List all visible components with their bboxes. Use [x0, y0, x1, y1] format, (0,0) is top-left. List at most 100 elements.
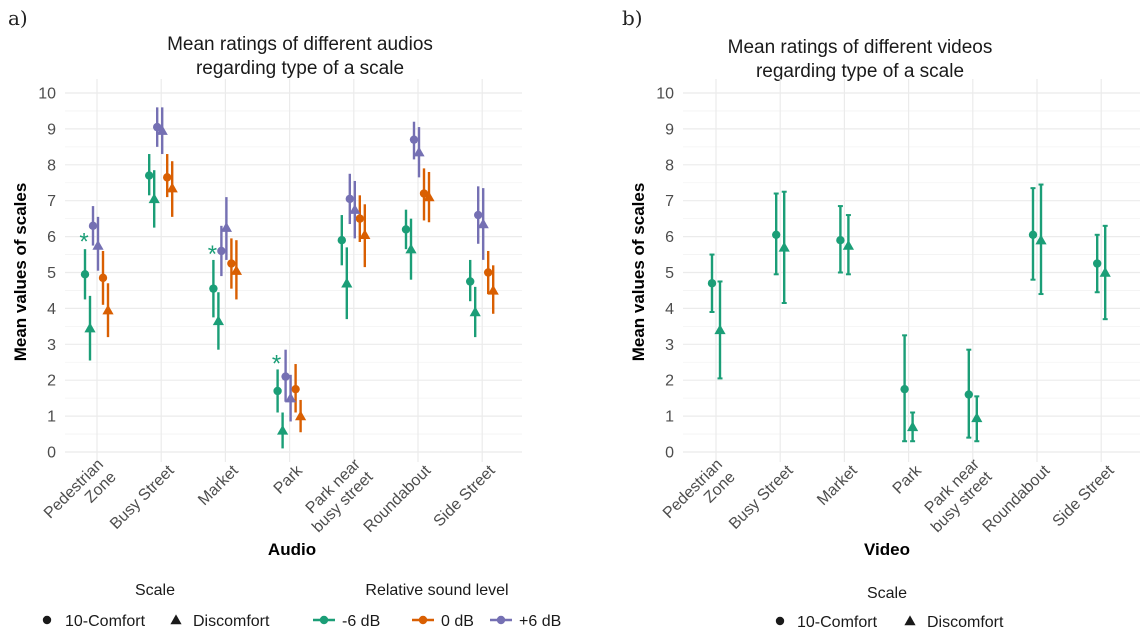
- chart-b-point-comfort: [707, 279, 717, 288]
- chart-a-point-comfort: [345, 194, 354, 204]
- chart-a-point-comfort: [273, 386, 282, 396]
- chart-b-x-tick-label-line: Side Street: [1050, 462, 1118, 530]
- chart-a-x-tick-label: Roundabout: [361, 462, 435, 536]
- chart-a-legend-discomfort-label: Discomfort: [193, 613, 270, 630]
- chart-b-point-discomfort: [714, 324, 726, 335]
- chart-b-point-comfort: [1028, 230, 1038, 240]
- chart-a-x-tick-label: Side Street: [431, 462, 499, 530]
- chart-a-title-line1: Mean ratings of different audios: [167, 34, 433, 55]
- chart-a-x-axis-title: Audio: [268, 540, 316, 559]
- chart-a-point-comfort: [281, 372, 290, 381]
- chart-a-title-line2: regarding type of a scale: [195, 58, 405, 79]
- chart-a-significance-marker: *: [272, 351, 281, 378]
- chart-a-legend-level-label: 0 dB: [441, 613, 474, 630]
- chart-a-y-tick-label: 0: [47, 445, 56, 462]
- chart-b-y-tick-label: 10: [656, 86, 674, 103]
- chart-b-x-tick-label: Busy Street: [726, 462, 797, 533]
- chart-a-legend-scale-title: Scale: [135, 582, 175, 599]
- chart-b-point-comfort: [900, 384, 909, 394]
- chart-a-point-comfort: [88, 221, 98, 231]
- chart-b-x-tick-label-line: Busy Street: [726, 462, 797, 533]
- chart-a-y-tick-label: 6: [47, 229, 56, 246]
- chart-a-legend-level-swatch-dot: [418, 615, 428, 625]
- chart-a-y-tick-label: 5: [47, 265, 56, 282]
- chart-b-title-line2: regarding type of a scale: [755, 61, 965, 82]
- chart-a-y-tick-label: 8: [47, 157, 56, 174]
- chart-a-y-tick-label: 3: [47, 337, 56, 354]
- chart-a-y-tick-label: 4: [47, 301, 56, 318]
- chart-a-y-tick-label: 9: [47, 121, 56, 138]
- chart-a-legend-level-label: +6 dB: [519, 613, 561, 630]
- chart-a-point-discomfort: [359, 229, 371, 240]
- chart-b-title-line1: Mean ratings of different videos: [727, 37, 993, 58]
- chart-b-point-discomfort: [907, 421, 919, 432]
- chart-a-point-discomfort: [230, 265, 242, 275]
- chart-a-x-tick-label-line: Side Street: [431, 462, 499, 530]
- chart-b-y-tick-label: 6: [665, 229, 674, 246]
- panel-label-b: b): [622, 6, 643, 30]
- chart-b-y-axis-title: Mean values of scales: [629, 183, 648, 362]
- chart-b-title: Mean ratings of different videos regardi…: [670, 36, 1050, 84]
- chart-a-legend-comfort-symbol: [42, 615, 52, 625]
- chart-b-x-tick-label: Park: [890, 462, 926, 498]
- chart-a-point-comfort: [153, 122, 162, 132]
- chart-b-point-discomfort: [1099, 266, 1111, 277]
- chart-b-point-comfort: [964, 390, 973, 399]
- chart-b-y-tick-label: 0: [665, 445, 674, 462]
- chart-a-y-tick-label: 2: [47, 373, 56, 390]
- chart-a-point-discomfort: [423, 191, 435, 202]
- chart-a-point-comfort: [466, 277, 475, 286]
- panel-label-a: a): [8, 6, 28, 30]
- chart-a-point-discomfort: [92, 239, 104, 250]
- chart-a-point-comfort: [291, 384, 300, 394]
- chart-a-point-comfort: [145, 171, 154, 180]
- chart-a-legend-level-swatch-dot: [496, 615, 506, 625]
- chart-a-point-discomfort: [84, 322, 96, 333]
- chart-a-point-comfort: [337, 235, 346, 245]
- chart-a-point-comfort: [419, 189, 429, 198]
- chart-a-x-tick-label-line: Roundabout: [361, 462, 435, 536]
- chart-a-y-tick-label: 1: [47, 409, 56, 426]
- chart-a-point-discomfort: [295, 410, 307, 421]
- chart-b-x-tick-label: Side Street: [1050, 462, 1118, 530]
- chart-b-point-discomfort: [1035, 234, 1047, 245]
- chart-a-legend-discomfort-symbol: [170, 614, 182, 625]
- chart-b-legend-discomfort-symbol: [904, 615, 916, 626]
- chart-b-legend-scale-title: Scale: [867, 585, 907, 602]
- chart-a-point-comfort: [80, 270, 90, 279]
- chart-a-legend-comfort-label: 10-Comfort: [65, 613, 146, 630]
- chart-b-y-tick-label: 5: [665, 265, 674, 282]
- chart-a-point-discomfort: [341, 277, 353, 288]
- chart-a-y-axis-title: Mean values of scales: [11, 183, 30, 362]
- chart-b-point-discomfort: [971, 412, 983, 423]
- chart-a-point-discomfort: [212, 315, 224, 326]
- chart-b-point-discomfort: [842, 239, 854, 250]
- chart-a-point-comfort: [474, 210, 483, 220]
- chart-b-legend-discomfort-label: Discomfort: [927, 614, 1004, 631]
- chart-b-x-tick-label: Roundabout: [980, 462, 1054, 536]
- chart-a-y-tick-label: 7: [47, 193, 56, 210]
- chart-a-point-discomfort: [102, 304, 114, 315]
- chart-a-y-tick-label: 10: [38, 86, 56, 103]
- chart-a-legend-level-swatch-dot: [319, 615, 329, 625]
- chart-a-point-comfort: [355, 214, 364, 223]
- chart-b-point-comfort: [1093, 259, 1102, 268]
- chart-a-legend-level-label: -6 dB: [342, 613, 380, 630]
- chart-a-x-tick-label: Market: [195, 462, 242, 509]
- chart-b-point-discomfort: [778, 241, 790, 252]
- chart-a-title: Mean ratings of different audios regardi…: [60, 33, 540, 81]
- chart-b-y-tick-label: 4: [665, 301, 674, 318]
- chart-a-point-discomfort: [469, 306, 481, 317]
- chart-a-x-tick-label: Busy Street: [107, 462, 178, 533]
- chart-a-point-discomfort: [148, 193, 160, 204]
- chart-a-point-discomfort: [285, 392, 297, 403]
- chart-a-x-tick-label-line: Park: [271, 462, 307, 498]
- chart-a-point-comfort: [227, 259, 236, 268]
- chart-b-legend-comfort-label: 10-Comfort: [797, 614, 878, 631]
- chart-b-y-tick-label: 2: [665, 373, 674, 390]
- chart-a-point-comfort: [163, 173, 172, 182]
- chart-b-x-tick-label-line: Park: [890, 462, 926, 498]
- chart-a-point-discomfort: [405, 243, 417, 254]
- chart-a-point-discomfort: [477, 218, 489, 229]
